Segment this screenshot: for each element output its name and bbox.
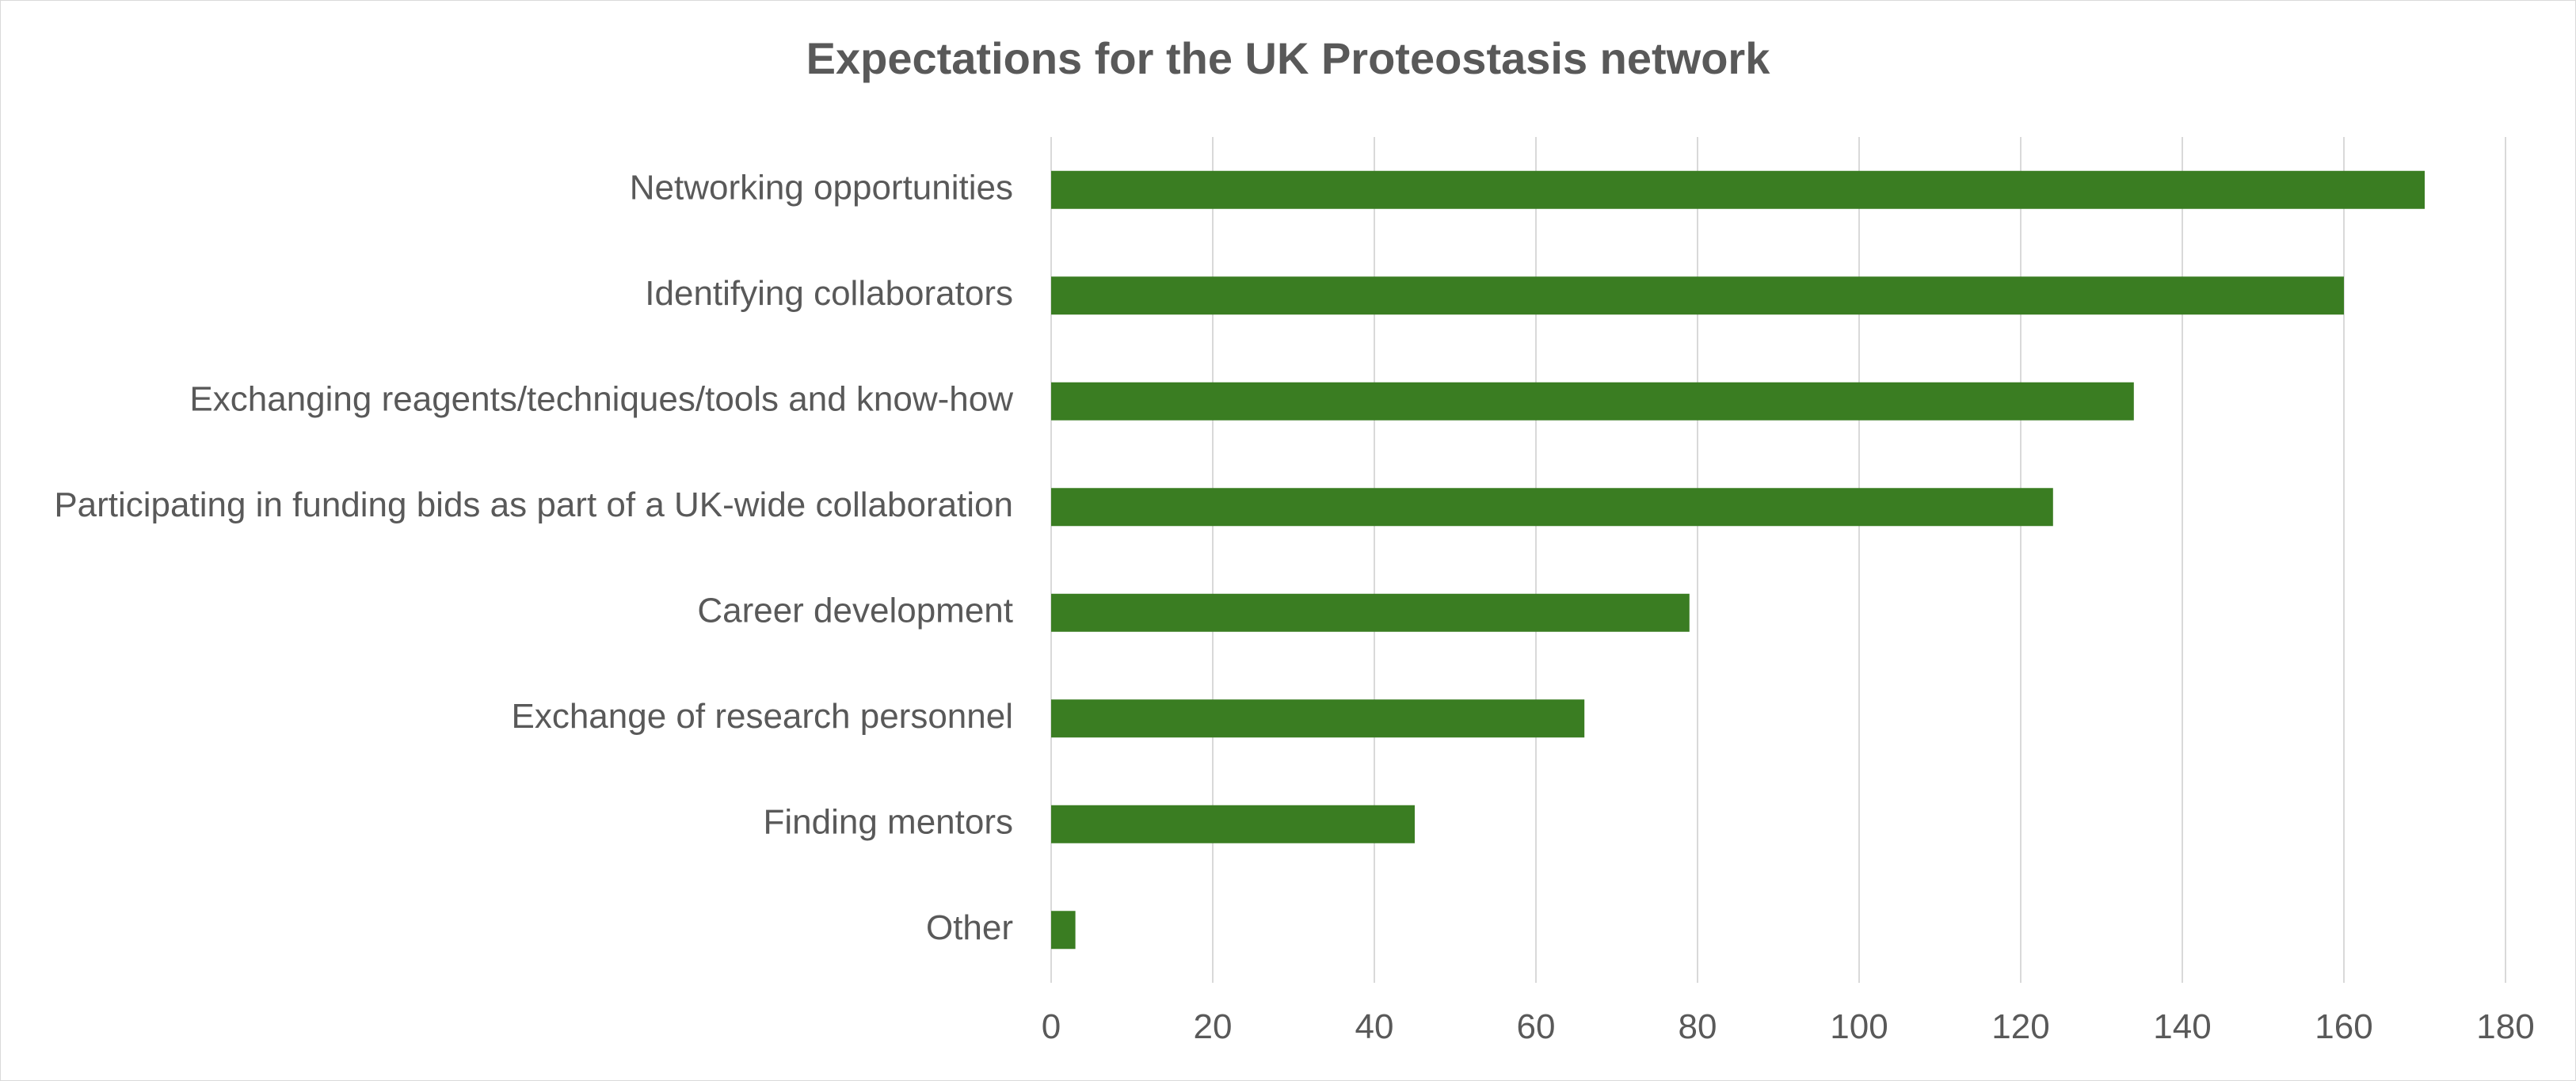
x-tick-label-120: 120 bbox=[1991, 1007, 2049, 1046]
category-label-5: Exchange of research personnel bbox=[511, 697, 1013, 736]
bar-0 bbox=[1051, 170, 2425, 209]
x-tick-label-180: 180 bbox=[2476, 1007, 2534, 1046]
x-tick-label-0: 0 bbox=[1042, 1007, 1061, 1046]
bar-1 bbox=[1051, 276, 2344, 315]
bar-7 bbox=[1051, 911, 1076, 950]
category-label-4: Career development bbox=[697, 591, 1013, 630]
x-tick-label-60: 60 bbox=[1517, 1007, 1556, 1046]
category-label-3: Participating in funding bids as part of… bbox=[54, 485, 1013, 524]
chart-title: Expectations for the UK Proteostasis net… bbox=[806, 33, 1770, 83]
bar-4 bbox=[1051, 593, 1690, 632]
x-tick-label-40: 40 bbox=[1355, 1007, 1394, 1046]
x-tick-label-20: 20 bbox=[1194, 1007, 1233, 1046]
category-label-6: Finding mentors bbox=[764, 802, 1013, 841]
x-tick-label-100: 100 bbox=[1830, 1007, 1888, 1046]
x-tick-label-160: 160 bbox=[2315, 1007, 2372, 1046]
category-label-1: Identifying collaborators bbox=[645, 274, 1013, 313]
category-label-2: Exchanging reagents/techniques/tools and… bbox=[189, 379, 1013, 418]
bar-3 bbox=[1051, 488, 2053, 527]
bar-5 bbox=[1051, 699, 1585, 738]
x-tick-label-140: 140 bbox=[2153, 1007, 2211, 1046]
bar-6 bbox=[1051, 805, 1415, 843]
category-label-7: Other bbox=[926, 908, 1013, 947]
x-tick-label-80: 80 bbox=[1679, 1007, 1717, 1046]
bar-2 bbox=[1051, 382, 2134, 421]
category-label-0: Networking opportunities bbox=[630, 168, 1013, 207]
